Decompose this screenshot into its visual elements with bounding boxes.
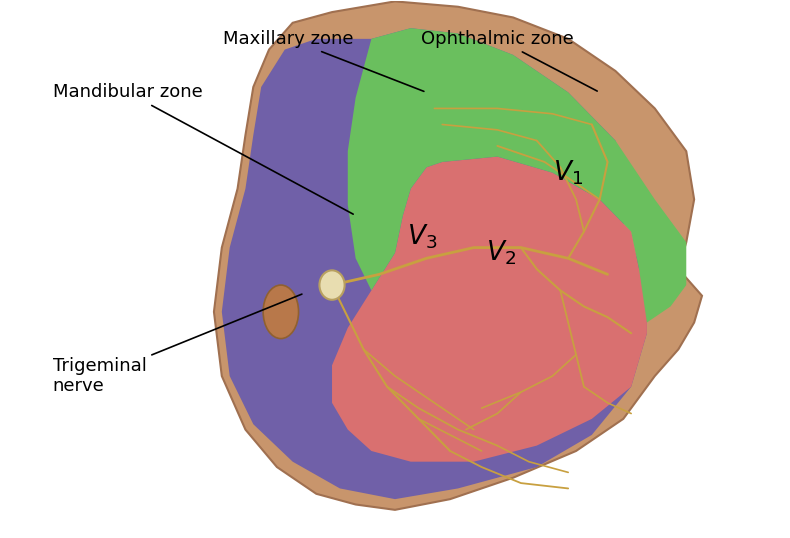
Text: Mandibular zone: Mandibular zone [53,83,353,214]
Text: Maxillary zone: Maxillary zone [224,30,424,91]
Ellipse shape [319,270,344,300]
Ellipse shape [263,285,299,338]
Polygon shape [222,28,647,499]
Text: Trigeminal
nerve: Trigeminal nerve [53,294,302,395]
Polygon shape [332,157,647,462]
Text: $V_1$: $V_1$ [553,158,583,187]
Text: Ophthalmic zone: Ophthalmic zone [421,30,597,91]
Polygon shape [214,2,702,510]
Polygon shape [348,28,687,322]
Text: $V_3$: $V_3$ [408,223,438,251]
Text: $V_2$: $V_2$ [487,239,517,267]
